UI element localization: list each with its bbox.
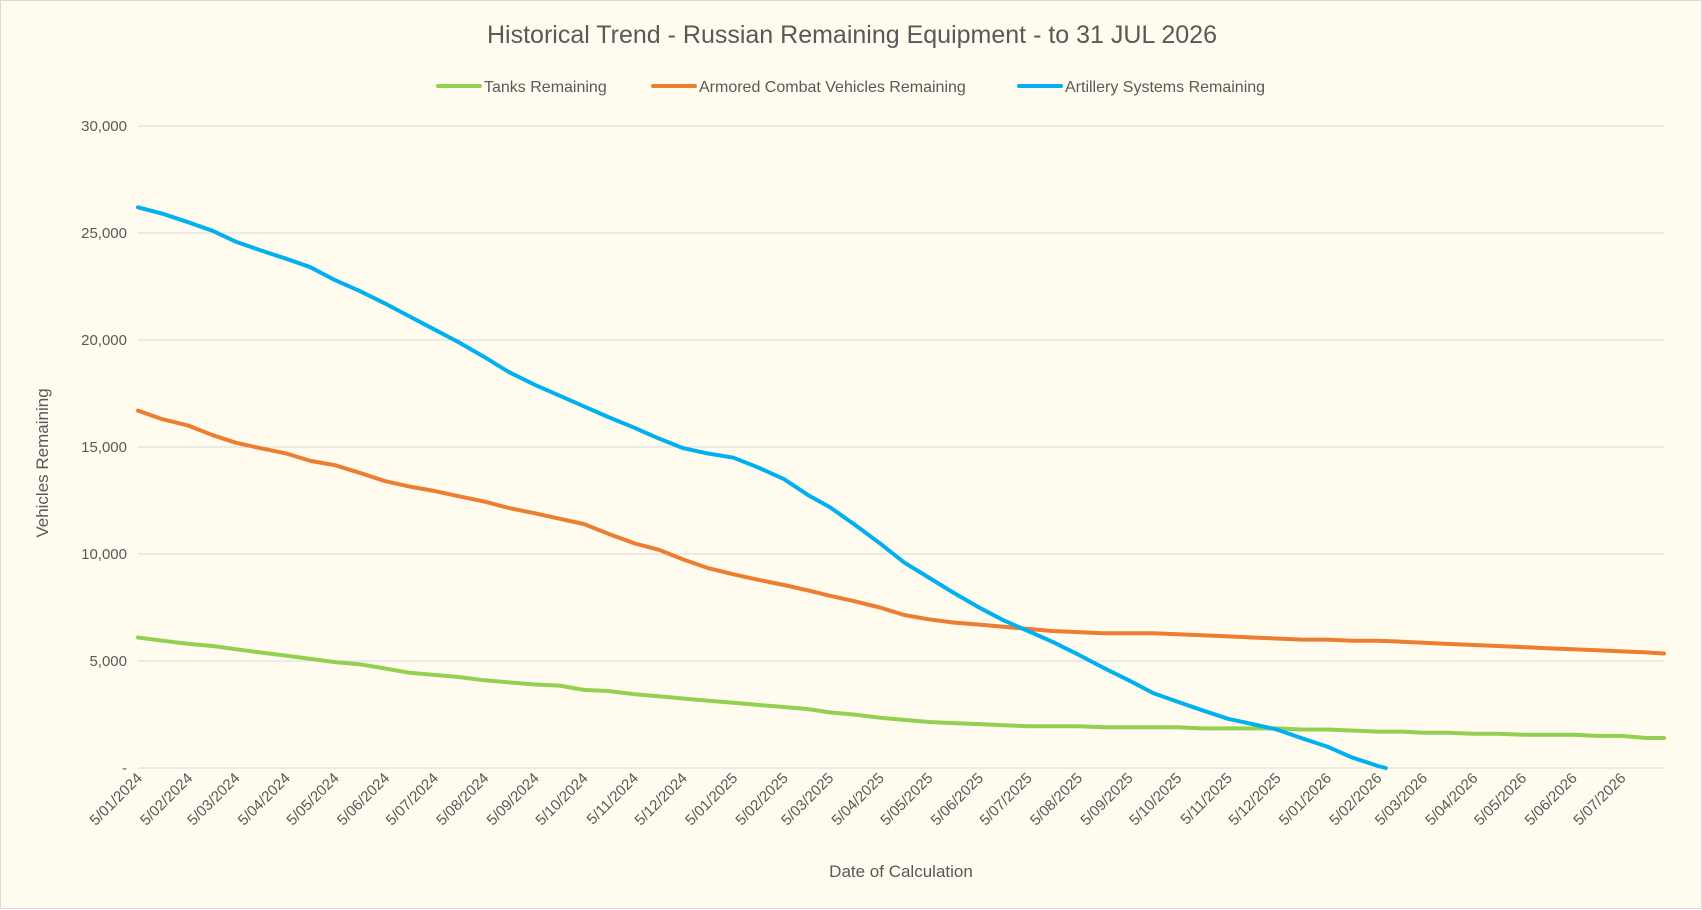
x-axis-ticks: 5/01/20245/02/20245/03/20245/04/20245/05… bbox=[87, 770, 1630, 829]
x-tick-label: 5/12/2025 bbox=[1225, 770, 1284, 829]
gridlines bbox=[138, 125, 1664, 769]
x-tick-label: 5/05/2025 bbox=[877, 770, 936, 829]
x-tick-label: 5/05/2026 bbox=[1471, 770, 1530, 829]
x-tick-label: 5/04/2024 bbox=[235, 770, 294, 829]
y-tick-label: - bbox=[122, 760, 127, 777]
x-tick-label: 5/06/2026 bbox=[1522, 770, 1581, 829]
x-axis-title: Date of Calculation bbox=[829, 862, 973, 881]
y-tick-label: 20,000 bbox=[81, 332, 127, 349]
legend-label: Armored Combat Vehicles Remaining bbox=[699, 79, 966, 96]
x-tick-label: 5/01/2025 bbox=[682, 770, 741, 829]
x-tick-label: 5/10/2024 bbox=[532, 770, 591, 829]
x-tick-label: 5/01/2024 bbox=[87, 770, 146, 829]
series-line-2 bbox=[136, 408, 1666, 656]
x-tick-label: 5/09/2024 bbox=[484, 770, 543, 829]
legend-label: Artillery Systems Remaining bbox=[1065, 79, 1265, 96]
y-axis-title: Vehicles Remaining bbox=[33, 388, 52, 537]
series-line-1 bbox=[136, 635, 1666, 740]
chart-title: Historical Trend - Russian Remaining Equ… bbox=[487, 21, 1217, 49]
legend: Tanks Remaining Armored Combat Vehicles R… bbox=[436, 79, 1265, 96]
x-tick-label: 5/07/2026 bbox=[1570, 770, 1629, 829]
series-lines bbox=[136, 205, 1666, 770]
x-tick-label: 5/06/2025 bbox=[928, 770, 987, 829]
x-tick-label: 5/04/2026 bbox=[1422, 770, 1481, 829]
y-tick-label: 25,000 bbox=[81, 225, 127, 242]
y-tick-label: 5,000 bbox=[89, 653, 127, 670]
x-tick-label: 5/07/2024 bbox=[383, 770, 442, 829]
legend-label: Tanks Remaining bbox=[484, 79, 607, 96]
y-axis-ticks: - 5,000 10,000 15,000 20,000 25,000 30,000 bbox=[81, 118, 127, 777]
y-tick-label: 15,000 bbox=[81, 439, 127, 456]
x-tick-label: 5/08/2024 bbox=[433, 770, 492, 829]
x-tick-label: 5/04/2025 bbox=[828, 770, 887, 829]
x-tick-label: 5/12/2024 bbox=[632, 770, 691, 829]
y-tick-label: 30,000 bbox=[81, 118, 127, 135]
x-tick-label: 5/06/2024 bbox=[334, 770, 393, 829]
x-tick-label: 5/05/2024 bbox=[283, 770, 342, 829]
x-tick-label: 5/09/2025 bbox=[1077, 770, 1136, 829]
x-tick-label: 5/01/2026 bbox=[1276, 770, 1335, 829]
x-tick-label: 5/10/2025 bbox=[1126, 770, 1185, 829]
y-tick-label: 10,000 bbox=[81, 546, 127, 563]
x-tick-label: 5/08/2025 bbox=[1027, 770, 1086, 829]
series-line-3 bbox=[136, 205, 1388, 770]
x-tick-label: 5/07/2025 bbox=[977, 770, 1036, 829]
